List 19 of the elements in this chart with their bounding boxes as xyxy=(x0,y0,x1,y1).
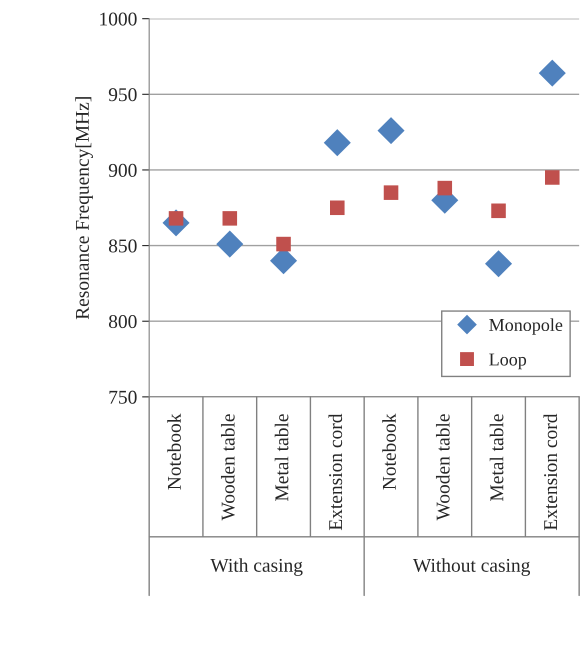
legend-label: Loop xyxy=(489,354,526,370)
x-tick-label: Metal table xyxy=(274,414,288,501)
x-tick-label: Extension cord xyxy=(543,414,558,530)
y-tick-label: 750 xyxy=(109,390,137,404)
x-tick-label: Wooden table xyxy=(220,414,235,520)
y-tick-label: 950 xyxy=(108,88,137,102)
x-tick-label: Notebook xyxy=(167,414,181,490)
y-tick-label: 800 xyxy=(108,315,137,328)
y-tick-label: 900 xyxy=(108,164,137,177)
y-axis-title: Resonance Frequency[MHz] xyxy=(75,97,93,320)
y-tick-label: 850 xyxy=(108,239,137,253)
x-tick-label: Metal table xyxy=(490,414,504,501)
x-tick-label: Wooden table xyxy=(436,414,450,520)
text: Without casing xyxy=(412,558,530,576)
x-tick-label: Notebook xyxy=(382,414,396,490)
y-tick-label: 1000 xyxy=(100,12,137,26)
legend-label: Monopole xyxy=(489,318,562,335)
x-tick-label: Extension cord xyxy=(328,414,342,530)
text: With casing xyxy=(210,558,303,576)
